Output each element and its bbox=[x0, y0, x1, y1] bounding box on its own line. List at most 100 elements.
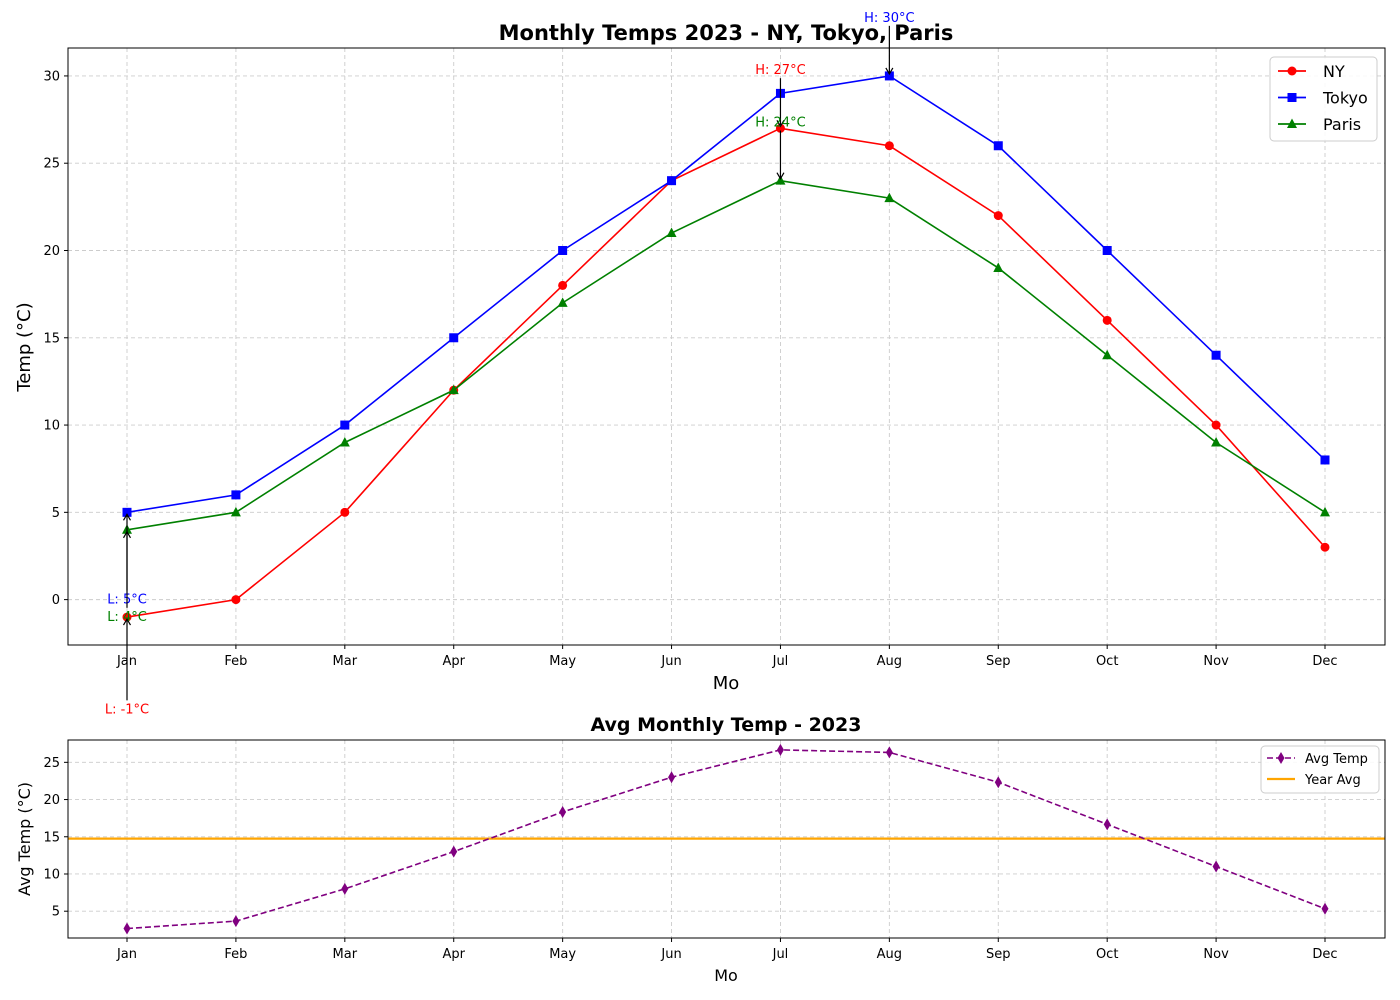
annotation-arrowhead bbox=[122, 617, 132, 626]
bottom-legend: Avg Temp Year Avg bbox=[1260, 745, 1380, 794]
data-point bbox=[1211, 437, 1222, 447]
bottom-y-axis-label: Avg Temp (°C) bbox=[15, 782, 34, 896]
x-tick-label: Aug bbox=[877, 654, 902, 669]
data-point bbox=[993, 211, 1003, 221]
data-point bbox=[775, 123, 785, 133]
data-point bbox=[668, 771, 676, 784]
top-chart-title: Monthly Temps 2023 - NY, Tokyo, Paris bbox=[499, 21, 954, 45]
x-tick-label: Apr bbox=[442, 947, 465, 962]
x-tick-label: May bbox=[549, 947, 576, 962]
top-annotations: H: 27°CH: 30°CH: 24°CL: -1°CL: 5°CL: 4°C bbox=[105, 11, 915, 718]
y-tick-label: 20 bbox=[43, 244, 60, 259]
y-tick-label: 10 bbox=[43, 867, 60, 882]
y-tick-label: 15 bbox=[43, 830, 60, 845]
data-point bbox=[884, 141, 894, 151]
legend-marker bbox=[1287, 118, 1297, 128]
x-tick-label: Aug bbox=[877, 947, 902, 962]
data-point bbox=[1102, 349, 1113, 360]
annotation-arrowhead bbox=[776, 172, 785, 180]
data-point bbox=[448, 384, 459, 395]
x-tick-label: May bbox=[549, 654, 576, 669]
y-tick-label: 25 bbox=[43, 157, 60, 172]
data-point bbox=[450, 845, 458, 858]
x-tick-label: Oct bbox=[1096, 947, 1118, 962]
top-x-ticks: Jan Feb Mar Apr May Jun Jul Aug Sep Oct Nov Dec bbox=[116, 645, 1338, 669]
series-line-paris bbox=[126, 179, 1326, 531]
data-point bbox=[885, 746, 893, 759]
series-line-avg-temp bbox=[126, 749, 1326, 930]
legend-marker bbox=[1287, 93, 1297, 102]
legend-label: Year Avg bbox=[1304, 773, 1361, 788]
data-point bbox=[449, 333, 459, 343]
annotation-arrowhead bbox=[122, 530, 132, 539]
x-tick-label: Oct bbox=[1096, 654, 1118, 669]
x-tick-label: Jun bbox=[660, 654, 681, 669]
legend-label: Avg Temp bbox=[1305, 752, 1368, 767]
top-x-axis-label: Mo bbox=[713, 673, 740, 694]
data-point bbox=[557, 297, 568, 307]
y-tick-label: 30 bbox=[43, 69, 60, 84]
data-point bbox=[1320, 455, 1330, 465]
data-point bbox=[775, 175, 786, 185]
y-tick-label: 10 bbox=[43, 419, 60, 434]
annotation-arrowhead bbox=[885, 67, 894, 76]
top-y-axis-label: Temp (°C) bbox=[14, 302, 35, 392]
x-tick-label: Dec bbox=[1312, 947, 1337, 962]
x-tick-label: Mar bbox=[333, 947, 358, 962]
data-point bbox=[1320, 542, 1330, 552]
data-point bbox=[122, 507, 132, 517]
x-tick-label: Jan bbox=[116, 947, 137, 962]
y-tick-label: 15 bbox=[43, 331, 60, 346]
data-point bbox=[340, 507, 350, 517]
data-point bbox=[994, 776, 1002, 789]
x-tick-label: Jun bbox=[660, 947, 681, 962]
data-point bbox=[1320, 506, 1330, 517]
data-point bbox=[231, 490, 241, 500]
legend-marker bbox=[1277, 752, 1285, 764]
x-tick-label: Sep bbox=[986, 947, 1011, 962]
y-tick-label: 0 bbox=[52, 593, 60, 608]
x-tick-label: Apr bbox=[442, 654, 465, 669]
annotation-label: H: 27°C bbox=[755, 63, 805, 78]
data-point bbox=[232, 915, 240, 928]
top-series bbox=[122, 71, 1330, 622]
data-point bbox=[776, 743, 784, 756]
data-point bbox=[558, 245, 568, 255]
legend-label: Tokyo bbox=[1322, 89, 1368, 108]
series-line-tokyo bbox=[126, 75, 1326, 514]
data-point bbox=[666, 227, 677, 238]
x-tick-label: Nov bbox=[1203, 947, 1229, 962]
x-tick-label: Feb bbox=[224, 654, 247, 669]
data-point bbox=[231, 595, 241, 605]
x-tick-label: Nov bbox=[1203, 654, 1229, 669]
avg-chart: 5 10 15 20 25 Jan Feb Mar Apr May Jun Jul Aug Sep Oct… bbox=[15, 714, 1386, 985]
x-tick-label: Jul bbox=[772, 654, 789, 669]
legend-label: Paris bbox=[1323, 115, 1361, 134]
bottom-x-axis-label: Mo bbox=[714, 966, 738, 985]
x-tick-label: Dec bbox=[1312, 654, 1337, 669]
data-point bbox=[340, 420, 350, 430]
annotation-label: L: -1°C bbox=[105, 702, 149, 717]
data-point bbox=[1212, 860, 1220, 873]
data-point bbox=[993, 141, 1003, 151]
series-line-ny bbox=[126, 127, 1326, 618]
bottom-chart-title: Avg Monthly Temp - 2023 bbox=[591, 714, 862, 736]
data-point bbox=[1321, 902, 1329, 915]
data-point bbox=[1102, 315, 1112, 325]
data-point bbox=[1211, 350, 1221, 360]
bottom-y-ticks: 5 10 15 20 25 bbox=[43, 756, 68, 920]
x-tick-label: Feb bbox=[224, 947, 247, 962]
data-point bbox=[558, 280, 568, 290]
bottom-series bbox=[123, 743, 1329, 935]
data-point bbox=[1102, 245, 1112, 255]
data-point bbox=[339, 437, 350, 447]
y-tick-label: 5 bbox=[52, 506, 60, 521]
annotation-label: L: 4°C bbox=[107, 610, 147, 625]
y-tick-label: 25 bbox=[43, 756, 60, 771]
y-tick-label: 20 bbox=[43, 793, 60, 808]
data-point bbox=[1211, 420, 1221, 430]
x-tick-label: Jul bbox=[772, 947, 789, 962]
top-y-ticks: 0 5 10 15 20 25 30 bbox=[43, 69, 68, 608]
bottom-plot-frame bbox=[67, 739, 1386, 939]
